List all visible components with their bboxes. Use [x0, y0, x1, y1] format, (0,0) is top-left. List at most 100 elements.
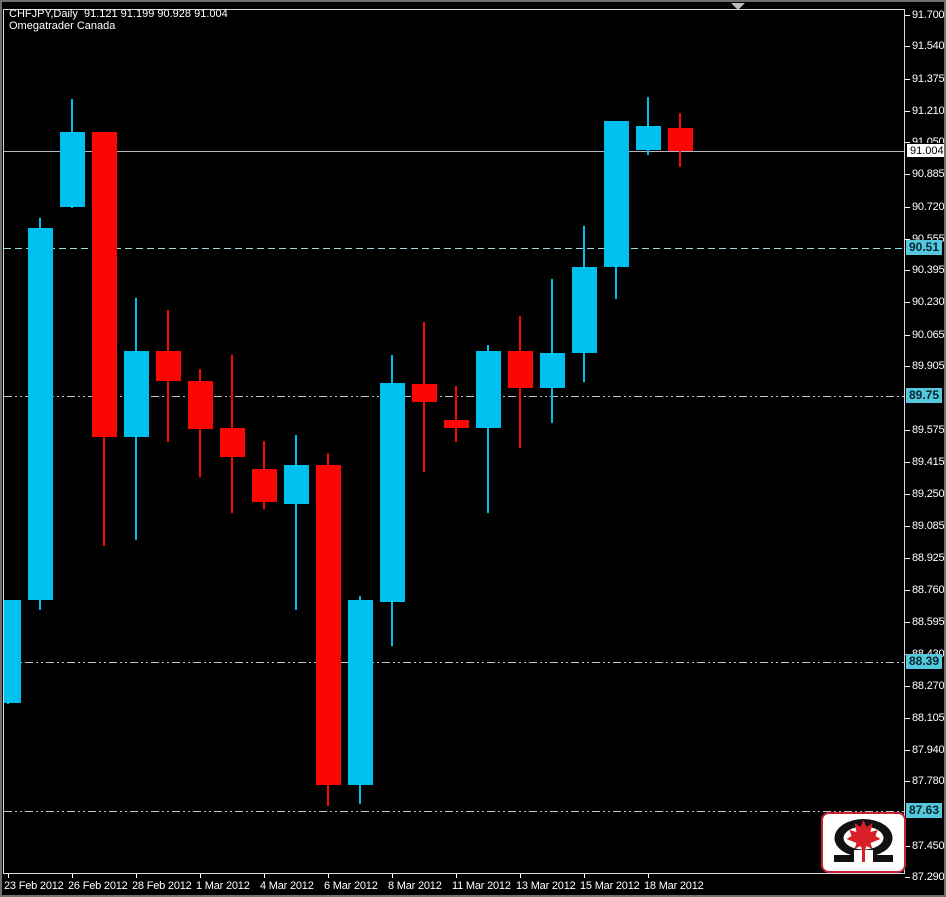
chart-plot-area[interactable] [4, 10, 904, 873]
level-line-89.75 [4, 396, 904, 397]
price-tick [905, 79, 910, 80]
omegatrader-logo [821, 812, 906, 873]
price-tick [905, 142, 910, 143]
price-tick [905, 366, 910, 367]
price-tick-label: 91.375 [912, 73, 945, 85]
price-tick [905, 686, 910, 687]
candle-body-bull [124, 351, 149, 437]
price-tick-label: 91.700 [912, 9, 945, 21]
candle-body-bear [668, 128, 693, 151]
candle-wick [487, 345, 489, 513]
candle-body-bear [220, 428, 245, 457]
level-line-87.63 [4, 811, 904, 812]
date-tick-label: 6 Mar 2012 [324, 880, 378, 892]
price-tick [905, 174, 910, 175]
candle-body-bull [60, 132, 85, 207]
date-tick [648, 874, 649, 878]
candle-body-bull [380, 383, 405, 602]
candle-body-bull [604, 121, 629, 267]
price-tick-label: 88.270 [912, 680, 945, 692]
omega-maple-leaf-icon [834, 819, 893, 862]
candle-body-bear [252, 469, 277, 502]
price-tick [905, 111, 910, 112]
price-tick [905, 558, 910, 559]
price-tick-label: 89.905 [912, 360, 945, 372]
price-tick-label: 89.250 [912, 488, 945, 500]
date-tick-label: 15 Mar 2012 [580, 880, 640, 892]
candle-body-bull [540, 353, 565, 388]
level-price-label-87.63: 87.63 [906, 803, 943, 818]
candle-wick [551, 279, 553, 423]
price-tick-label: 87.290 [912, 871, 945, 883]
candle-wick [455, 386, 457, 442]
chart-watermark: Omegatrader Canada [9, 20, 116, 32]
candle-body-bull [348, 600, 373, 785]
price-tick-label: 91.540 [912, 40, 945, 52]
date-tick-label: 8 Mar 2012 [388, 880, 442, 892]
price-tick [905, 622, 910, 623]
candle-wick [295, 435, 297, 610]
candle-body-bull [572, 267, 597, 353]
date-tick [328, 874, 329, 878]
candle-body-bear [92, 132, 117, 437]
price-tick-label: 90.065 [912, 329, 945, 341]
date-tick-label: 23 Feb 2012 [4, 880, 64, 892]
price-tick-label: 90.885 [912, 168, 945, 180]
price-tick [905, 494, 910, 495]
price-tick [905, 781, 910, 782]
price-tick [905, 526, 910, 527]
price-tick [905, 846, 910, 847]
price-tick-label: 91.210 [912, 105, 945, 117]
price-tick-label: 90.395 [912, 264, 945, 276]
date-tick [72, 874, 73, 878]
price-tick [905, 270, 910, 271]
candle-body-bear [508, 351, 533, 388]
date-tick [584, 874, 585, 878]
price-tick-label: 87.940 [912, 744, 945, 756]
price-tick [905, 430, 910, 431]
date-tick [456, 874, 457, 878]
candle-body-bull [476, 351, 501, 428]
level-line-88.39 [4, 662, 904, 663]
price-tick-label: 89.575 [912, 424, 945, 436]
price-tick-label: 90.720 [912, 201, 945, 213]
candle-body-bull [28, 228, 53, 600]
date-tick-label: 13 Mar 2012 [516, 880, 576, 892]
scroll-to-end-triangle-icon [731, 3, 745, 10]
date-tick [392, 874, 393, 878]
price-tick-label: 89.415 [912, 456, 945, 468]
date-tick [200, 874, 201, 878]
price-tick-label: 88.105 [912, 712, 945, 724]
date-tick-label: 1 Mar 2012 [196, 880, 250, 892]
price-tick [905, 15, 910, 16]
date-tick-label: 18 Mar 2012 [644, 880, 704, 892]
date-tick-label: 28 Feb 2012 [132, 880, 192, 892]
level-line-91.004 [4, 151, 904, 152]
candle-body-bull [284, 465, 309, 504]
level-price-label-88.39: 88.39 [906, 654, 943, 669]
price-tick-label: 88.925 [912, 552, 945, 564]
price-tick [905, 750, 910, 751]
price-tick-label: 88.760 [912, 584, 945, 596]
price-tick [905, 335, 910, 336]
price-tick [905, 207, 910, 208]
candle-body-bear [444, 420, 469, 428]
candle-body-bear [156, 351, 181, 381]
candle-body-bear [316, 465, 341, 785]
price-tick [905, 718, 910, 719]
date-tick-label: 11 Mar 2012 [452, 880, 511, 892]
price-tick-label: 87.780 [912, 775, 945, 787]
price-tick [905, 877, 910, 878]
date-tick-label: 26 Feb 2012 [68, 880, 128, 892]
level-line-90.51 [4, 248, 904, 249]
level-price-label-89.75: 89.75 [906, 388, 943, 403]
candle-body-bear [412, 384, 437, 402]
level-price-label-90.51: 90.51 [906, 240, 943, 255]
date-tick-label: 4 Mar 2012 [260, 880, 314, 892]
chart-title-ohlc: CHFJPY,Daily 91.121 91.199 90.928 91.004 [9, 8, 228, 20]
price-tick [905, 239, 910, 240]
chart-plot-border [3, 9, 905, 874]
candle-body-bear [188, 381, 213, 429]
price-tick-label: 88.595 [912, 616, 945, 628]
